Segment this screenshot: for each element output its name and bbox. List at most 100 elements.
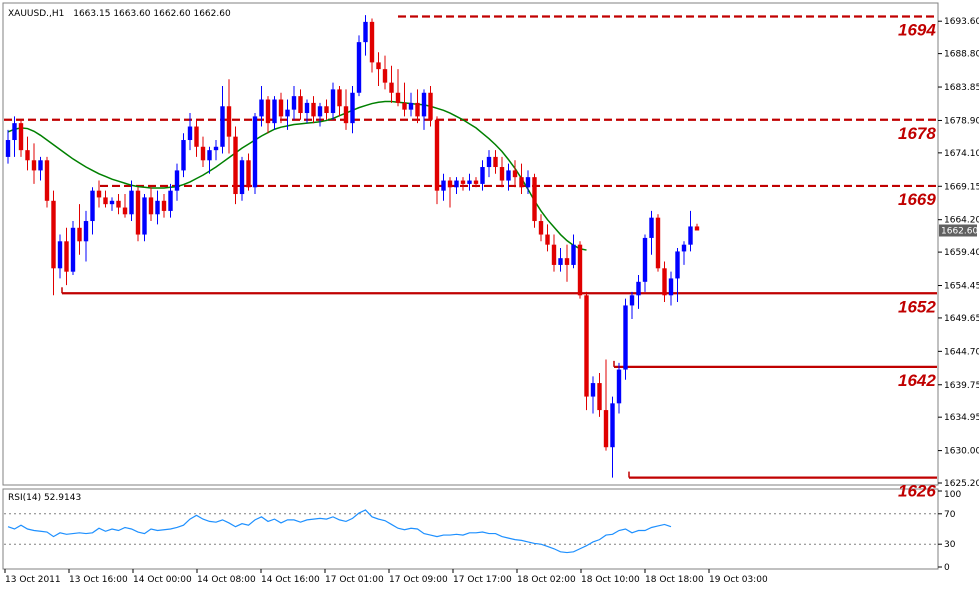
candle — [616, 362, 622, 414]
candle — [252, 113, 258, 195]
candle-body — [83, 221, 89, 242]
candle — [44, 156, 50, 208]
candle — [57, 234, 63, 279]
candle-body — [298, 96, 303, 114]
candle — [447, 177, 453, 208]
candle — [389, 65, 394, 103]
candle-body — [480, 167, 485, 184]
price-tick-label: 1678.90 — [944, 116, 979, 126]
candle — [655, 214, 661, 272]
candle — [597, 372, 602, 417]
candle-body — [545, 234, 550, 245]
price-tick-label: 1634.95 — [944, 413, 979, 423]
candle-body — [148, 197, 154, 215]
candle-body — [642, 237, 648, 282]
candle — [408, 92, 414, 117]
candle-body — [51, 200, 56, 269]
candle — [668, 271, 674, 306]
candle-body — [584, 295, 589, 397]
candle — [311, 96, 316, 124]
candle — [200, 136, 206, 168]
candle — [161, 194, 167, 218]
price-tick-label: 1639.75 — [944, 381, 979, 391]
candle — [187, 113, 193, 151]
candle — [330, 82, 336, 120]
price-axis: 1693.60 1688.80 1683.85 1678.90 1674.10 1669.… — [938, 17, 979, 489]
candle-body — [129, 190, 134, 215]
candle — [324, 99, 329, 120]
candle-body — [220, 106, 225, 147]
candle-body — [252, 116, 258, 188]
candle — [493, 150, 498, 174]
candle — [129, 180, 134, 222]
candle-body — [135, 190, 141, 235]
level-label-1678: 1678 — [898, 124, 936, 143]
candle — [681, 241, 687, 265]
candle-body — [538, 221, 544, 235]
price-tick-label: 1644.70 — [944, 347, 979, 357]
candle-body — [5, 140, 11, 157]
candle — [636, 275, 641, 309]
candle — [538, 214, 544, 242]
candle-body — [44, 160, 50, 201]
level-label-1652: 1652 — [898, 297, 936, 316]
candle — [194, 119, 199, 157]
level-label-1669: 1669 — [898, 190, 936, 209]
candle-body — [187, 126, 193, 141]
candle — [116, 194, 121, 215]
rsi-tick-label: 30 — [944, 540, 956, 550]
candle — [369, 18, 375, 73]
candle-body — [57, 241, 63, 269]
ohlc-values: 1663.15 1663.60 1662.60 1662.60 — [73, 9, 231, 19]
candle-body — [506, 170, 511, 181]
candle — [25, 136, 30, 171]
candle-body — [447, 180, 453, 188]
candle — [480, 160, 485, 191]
price-tick-label: 1664.20 — [944, 216, 979, 226]
price-tick-label: 1630.00 — [944, 447, 979, 457]
time-tick-label: 14 Oct 16:00 — [261, 575, 320, 585]
candle-body — [564, 258, 570, 265]
candle-body — [77, 227, 82, 242]
rsi-title: RSI(14) 52.9143 — [8, 493, 81, 503]
candle-body — [454, 180, 459, 188]
candle-body — [623, 305, 628, 370]
level-label-1626: 1626 — [898, 482, 936, 501]
candle — [428, 86, 433, 127]
candle-body — [662, 268, 667, 296]
time-tick-label: 17 Oct 17:00 — [453, 575, 512, 585]
candle — [343, 89, 349, 130]
rsi-tick-label: 0 — [944, 563, 950, 573]
candle — [246, 153, 251, 191]
candle — [83, 210, 89, 262]
candle-body — [532, 177, 537, 222]
candle — [122, 194, 128, 218]
price-tick-label: 1674.10 — [944, 149, 979, 159]
price-tick-label: 1669.15 — [944, 182, 979, 192]
candle-body — [38, 160, 43, 171]
candle-body — [291, 96, 297, 110]
candle — [694, 223, 700, 231]
candle-body — [64, 241, 69, 272]
candle-body — [655, 217, 661, 269]
candle — [298, 89, 303, 120]
candle-body — [265, 99, 271, 124]
candles-layer — [5, 15, 700, 478]
candle-body — [207, 150, 212, 161]
candle — [226, 79, 232, 154]
price-panel — [2, 2, 939, 486]
candle-body — [90, 190, 95, 222]
time-tick-label: 14 Oct 00:00 — [133, 575, 192, 585]
candle-body — [519, 177, 524, 188]
candle-body — [551, 244, 557, 265]
candle — [109, 197, 115, 211]
candle-body — [259, 99, 264, 117]
candle — [96, 180, 102, 208]
candle — [454, 177, 459, 195]
candle — [174, 163, 180, 201]
level-label-1694: 1694 — [898, 20, 936, 39]
candle-body — [473, 180, 479, 184]
candle — [610, 396, 615, 478]
candle — [304, 99, 310, 124]
candle — [239, 156, 245, 201]
